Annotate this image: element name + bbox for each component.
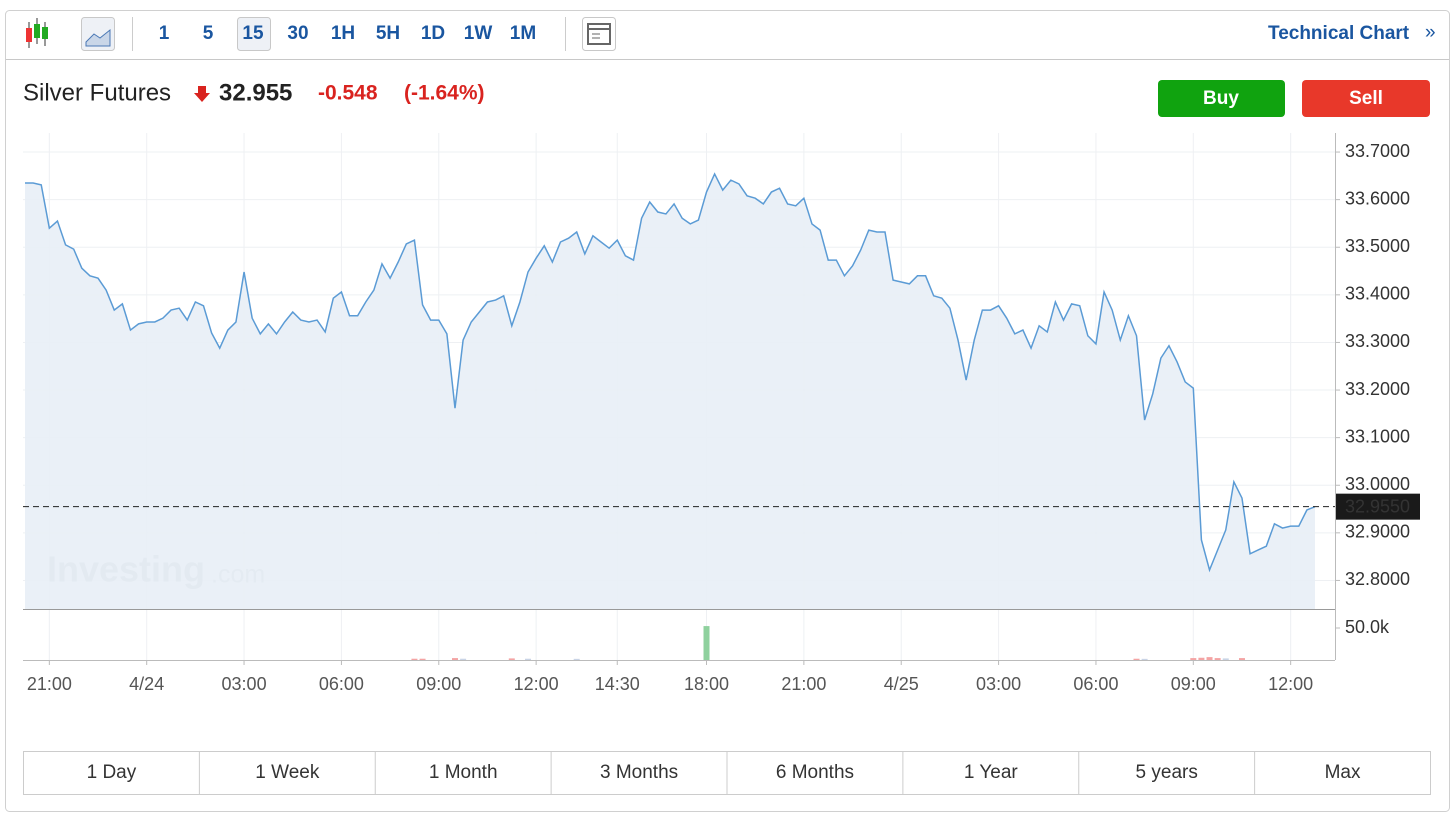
range-button[interactable]: 5 years — [1136, 762, 1198, 783]
sell-button[interactable]: Sell — [1302, 80, 1430, 117]
y-tick-label: 33.4000 — [1345, 284, 1410, 304]
candle-icon[interactable] — [26, 18, 48, 48]
interval-button[interactable]: 1H — [331, 23, 355, 44]
area-icon[interactable] — [81, 17, 115, 51]
interval-button[interactable]: 15 — [242, 23, 264, 44]
buy-button[interactable]: Buy — [1158, 80, 1285, 117]
x-tick-label: 06:00 — [319, 674, 364, 694]
buy-label[interactable]: Buy — [1203, 88, 1239, 109]
price: 32.955 — [219, 79, 292, 106]
x-tick-label: 21:00 — [781, 674, 826, 694]
range-button[interactable]: 1 Month — [429, 762, 498, 783]
down-arrow — [194, 86, 210, 102]
range-button[interactable]: 6 Months — [776, 762, 854, 783]
volume-bar — [508, 658, 515, 660]
y-tick-label: 33.7000 — [1345, 141, 1410, 161]
volume-bar — [419, 658, 426, 660]
interval-button[interactable]: 1D — [421, 23, 445, 44]
y-tick-label: 33.1000 — [1345, 426, 1410, 446]
x-tick-label: 03:00 — [976, 674, 1021, 694]
technical-chart-icon[interactable]: » — [1425, 22, 1436, 43]
layout-icon[interactable] — [582, 17, 616, 51]
interval-button[interactable]: 5 — [203, 23, 214, 44]
volume-bar — [1214, 658, 1221, 660]
selected-interval-box — [237, 17, 271, 51]
price-area — [25, 173, 1315, 609]
volume-bar — [573, 658, 580, 660]
volume-bar — [460, 658, 467, 660]
x-tick-label: 4/24 — [129, 674, 164, 694]
technical-chart-link[interactable]: Technical Chart — [1268, 23, 1410, 44]
volume-bar — [411, 658, 418, 660]
last-price-tag — [1336, 493, 1420, 520]
price-line — [25, 172, 1316, 573]
volume-bar — [1190, 658, 1197, 660]
interval-button[interactable]: 1W — [464, 23, 493, 44]
y-tick-label: 33.5000 — [1345, 236, 1410, 256]
instrument-name: Silver Futures — [23, 79, 171, 106]
x-tick-label: 21:00 — [27, 674, 72, 694]
x-tick-label: 09:00 — [1171, 674, 1216, 694]
volume-bar — [1238, 658, 1245, 660]
x-tick-label: 09:00 — [416, 674, 461, 694]
volume-bar — [1133, 658, 1140, 660]
last-price-label: 32.9550 — [1345, 496, 1410, 516]
change-percent: (-1.64%) — [404, 82, 485, 105]
x-tick-label: 4/25 — [884, 674, 919, 694]
y-tick-label: 50.0k — [1345, 617, 1390, 637]
volume-bar — [1198, 657, 1205, 660]
volume-bar — [1141, 658, 1148, 660]
x-tick-label: 06:00 — [1073, 674, 1118, 694]
range-button[interactable]: 1 Day — [87, 762, 137, 783]
y-tick-label: 32.9000 — [1345, 522, 1410, 542]
x-tick-label: 18:00 — [684, 674, 729, 694]
range-button[interactable]: 1 Week — [255, 762, 320, 783]
y-tick-label: 33.6000 — [1345, 188, 1410, 208]
range-button[interactable]: 3 Months — [600, 762, 678, 783]
sell-label[interactable]: Sell — [1349, 88, 1383, 109]
volume-bar — [1206, 657, 1213, 660]
interval-button[interactable]: 1 — [159, 23, 170, 44]
change: -0.548 — [318, 82, 378, 105]
interval-button[interactable]: 5H — [376, 23, 400, 44]
volume-bar — [1222, 658, 1229, 660]
interval-button[interactable]: 1M — [510, 23, 536, 44]
x-tick-label: 12:00 — [514, 674, 559, 694]
volume-bar — [525, 658, 532, 660]
range-button[interactable]: Max — [1325, 762, 1361, 783]
interval-button[interactable]: 30 — [287, 23, 308, 44]
y-tick-label: 32.8000 — [1345, 569, 1410, 589]
y-tick-label: 33.3000 — [1345, 331, 1410, 351]
x-tick-label: 14:30 — [595, 674, 640, 694]
x-tick-label: 03:00 — [222, 674, 267, 694]
x-tick-label: 12:00 — [1268, 674, 1313, 694]
y-tick-label: 33.0000 — [1345, 474, 1410, 494]
range-button[interactable]: 1 Year — [964, 762, 1019, 783]
volume-bar — [703, 626, 710, 660]
volume-bar — [452, 658, 458, 660]
y-tick-label: 33.2000 — [1345, 379, 1410, 399]
